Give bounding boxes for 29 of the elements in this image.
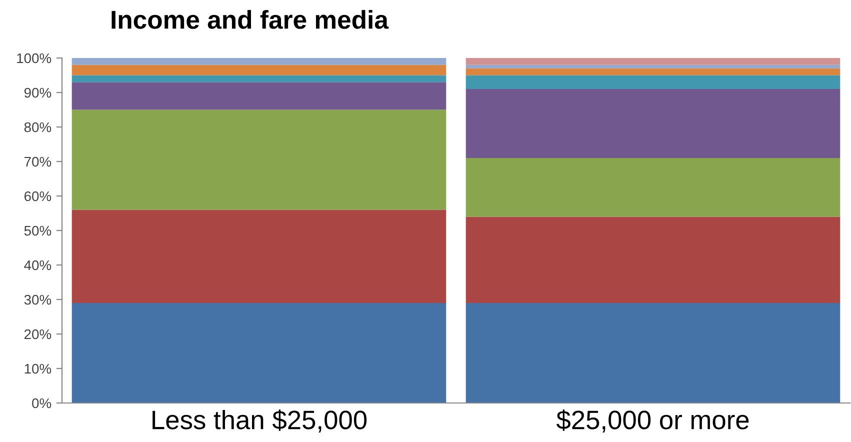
chart-title: Income and fare media bbox=[112, 10, 389, 29]
y-tick-label: 60% bbox=[24, 191, 52, 202]
bar bbox=[466, 58, 840, 65]
bar bbox=[466, 302, 840, 403]
y-tick-label: 40% bbox=[24, 260, 52, 270]
bar bbox=[72, 82, 446, 110]
y-tick-label: 30% bbox=[24, 294, 52, 305]
bar bbox=[466, 89, 840, 158]
bar bbox=[72, 64, 446, 76]
bar bbox=[466, 64, 840, 68]
bar bbox=[466, 216, 840, 303]
bar bbox=[466, 68, 840, 76]
bar bbox=[72, 210, 446, 303]
y-tick-label: 80% bbox=[24, 122, 52, 132]
bar bbox=[466, 158, 840, 217]
y-tick-label: 20% bbox=[24, 329, 52, 340]
bar bbox=[466, 75, 840, 90]
bar bbox=[72, 302, 446, 403]
y-tick-label: 100% bbox=[17, 53, 52, 64]
y-tick-label: 10% bbox=[24, 364, 52, 374]
x-tick-label: Less than $25,000 bbox=[152, 410, 367, 432]
y-tick-label: 0% bbox=[32, 398, 52, 408]
y-tick-label: 70% bbox=[24, 156, 52, 167]
y-tick-label: 90% bbox=[24, 88, 52, 98]
bar bbox=[72, 75, 446, 82]
bar bbox=[72, 110, 446, 210]
x-tick-label: $25,000 or more bbox=[556, 410, 749, 432]
y-tick-label: 50% bbox=[24, 226, 52, 236]
bar bbox=[72, 58, 446, 65]
